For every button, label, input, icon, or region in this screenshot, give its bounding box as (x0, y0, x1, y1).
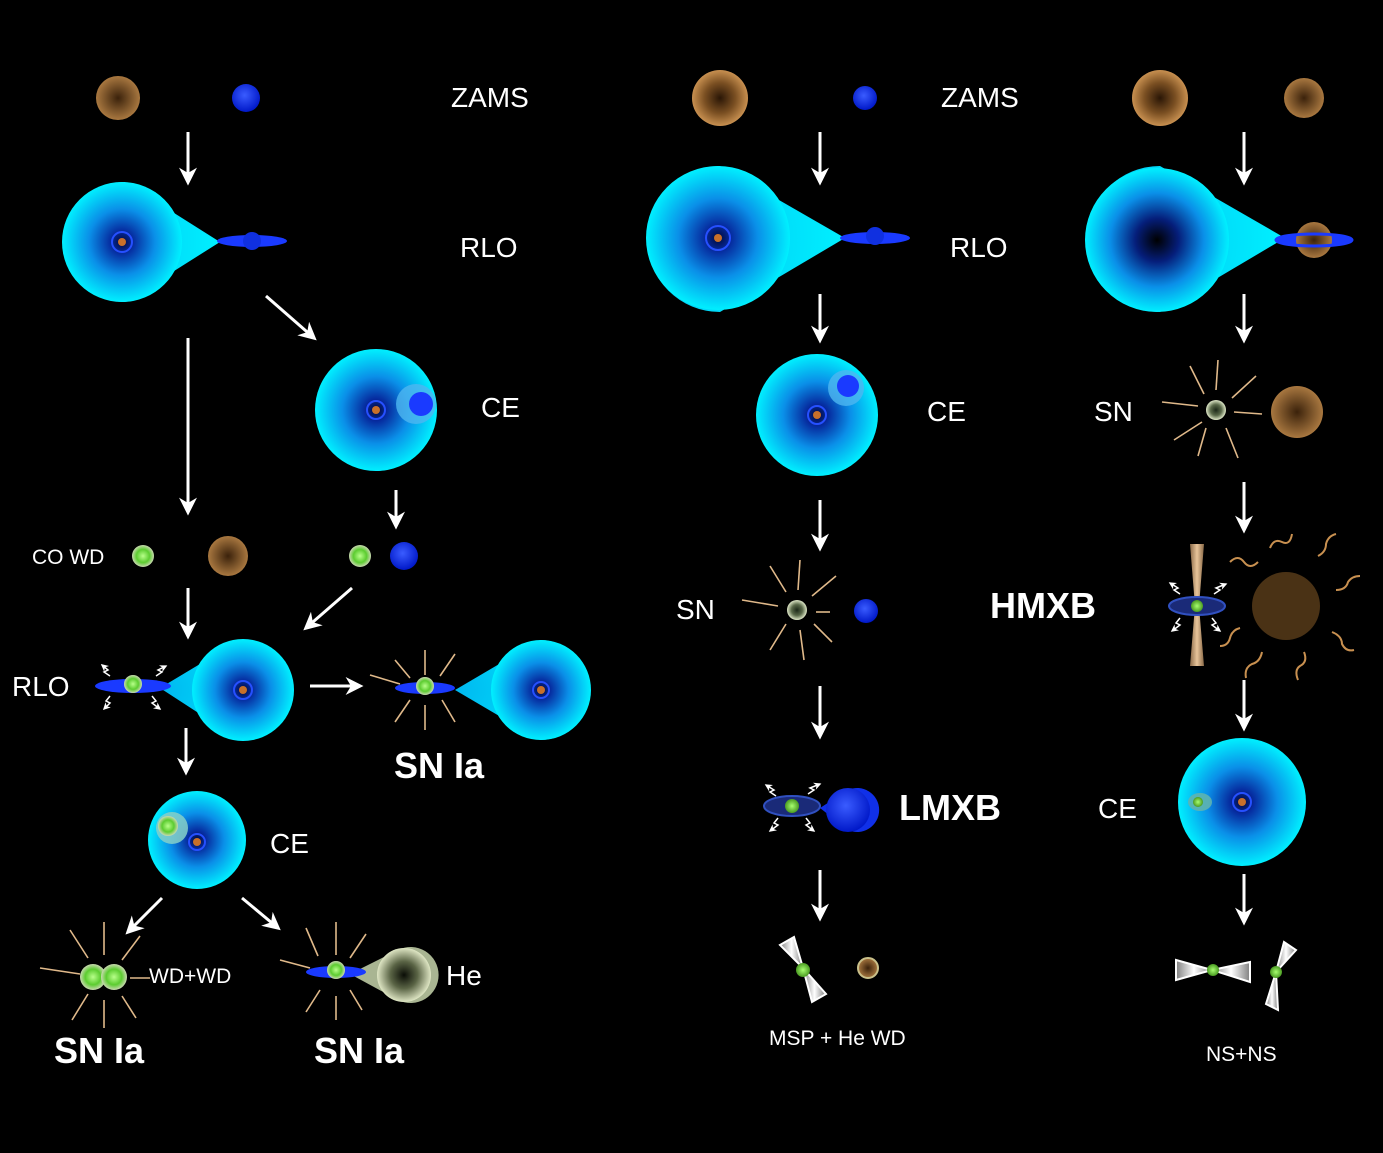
label-hmxb: HMXB (990, 585, 1096, 626)
label-zams-1: ZAMS (451, 82, 529, 113)
zams-star-blue (232, 84, 260, 112)
label-ce-1: CE (481, 392, 520, 423)
rlo-giant-3 (1085, 166, 1354, 312)
accretion-disk (217, 232, 287, 250)
co-wd-1 (132, 545, 154, 567)
label-sn-3: SN (1094, 396, 1133, 427)
column-1-wd-channel (39, 76, 591, 1028)
hmxb-system (1168, 533, 1361, 681)
label-sn-ia-1: SN Ia (394, 745, 485, 786)
arrow (125, 896, 164, 935)
arrow (241, 896, 281, 931)
label-msp-he-wd: MSP + He WD (769, 1027, 906, 1050)
sn-ia-rlo (369, 640, 591, 740)
column-2-lmxb-channel (646, 70, 910, 1004)
supernova-2 (741, 559, 837, 661)
he-wd (857, 957, 879, 979)
label-ns-ns: NS+NS (1206, 1043, 1277, 1066)
zams-star-blue-2 (853, 86, 877, 110)
label-co-wd: CO WD (32, 546, 105, 569)
label-rlo-2: RLO (12, 671, 70, 702)
label-wd-wd: WD+WD (149, 965, 232, 988)
ce-envelope-1 (315, 349, 437, 471)
companion-brown-3 (1271, 386, 1323, 438)
ms-brown-1 (208, 536, 248, 576)
label-sn-2: SN (676, 594, 715, 625)
arrow (265, 294, 317, 341)
label-sn-ia-2: SN Ia (54, 1030, 145, 1071)
zams-star-brown-3 (1132, 70, 1188, 126)
ms-blue-2 (854, 599, 878, 623)
label-rlo-3: RLO (950, 232, 1008, 263)
label-ce-3: CE (927, 396, 966, 427)
zams-star-brown-2 (692, 70, 748, 126)
label-lmxb: LMXB (899, 787, 1001, 828)
zams-star-brown (96, 76, 140, 120)
supernova-3 (1161, 359, 1263, 459)
label-zams-2: ZAMS (941, 82, 1019, 113)
ce-envelope-3 (756, 354, 878, 476)
ns-ns-pulsars (1175, 940, 1298, 1012)
co-wd-2 (349, 545, 371, 567)
column-3-hmxb-channel (1085, 70, 1361, 1012)
ms-blue-1 (390, 542, 418, 570)
ce-envelope-2 (148, 791, 246, 889)
wd-wd-merger (39, 922, 150, 1028)
rlo-giant-1 (62, 182, 220, 302)
lmxb-system (763, 782, 880, 833)
label-ce-4: CE (1098, 793, 1137, 824)
ce-envelope-4 (1178, 738, 1306, 866)
arrow (303, 586, 353, 631)
label-rlo-1: RLO (460, 232, 518, 263)
zams-star-brown-4 (1284, 78, 1324, 118)
msp-pulsar (778, 935, 828, 1004)
rlo-wd-accretor (95, 639, 294, 741)
rlo-giant-2 (646, 166, 910, 312)
he-donor-sn-ia (279, 922, 439, 1020)
label-he: He (446, 960, 482, 991)
label-ce-2: CE (270, 828, 309, 859)
label-sn-ia-3: SN Ia (314, 1030, 405, 1071)
